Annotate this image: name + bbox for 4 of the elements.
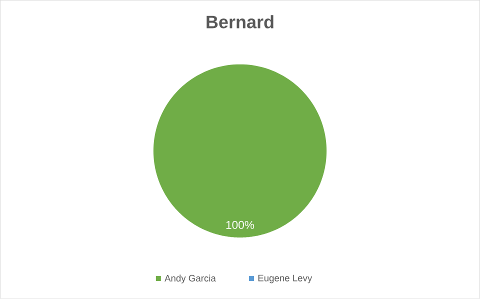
- data-label: 100%: [226, 221, 254, 230]
- legend-label: Eugene Levy: [258, 274, 312, 284]
- chart-title: Bernard: [206, 15, 274, 28]
- legend-label: Andy Garcia: [164, 274, 216, 284]
